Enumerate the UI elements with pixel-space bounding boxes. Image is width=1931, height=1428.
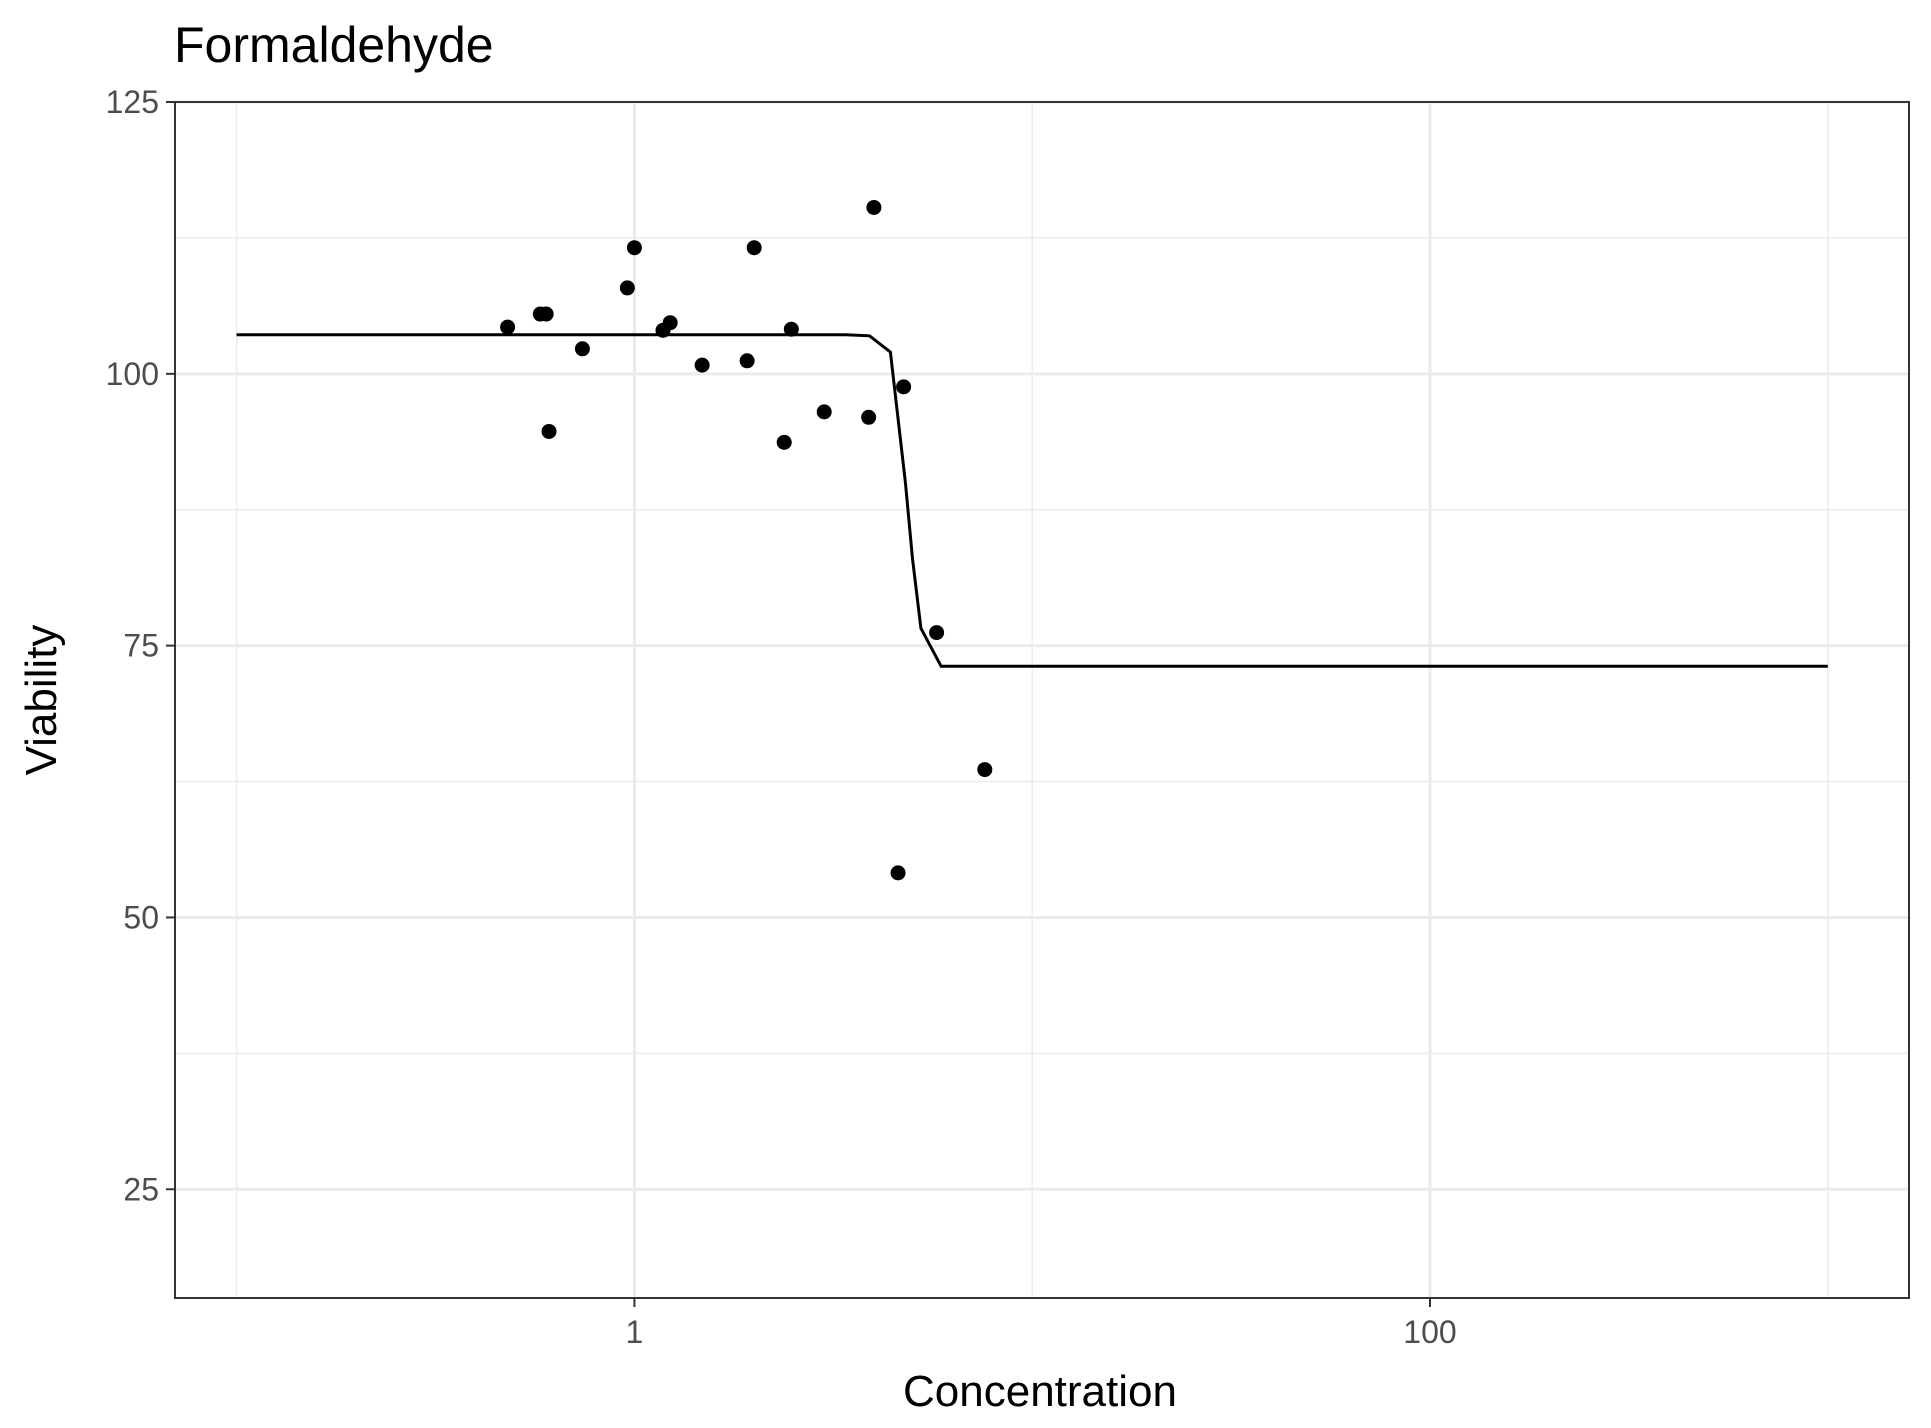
data-point — [500, 319, 516, 335]
y-tick-label: 50 — [123, 899, 159, 935]
x-axis-title: Concentration — [903, 1367, 1177, 1416]
fit-curve-layer — [236, 333, 1828, 668]
y-tick-label: 125 — [106, 84, 159, 120]
data-point — [739, 353, 755, 369]
panel-border — [174, 101, 1910, 1299]
data-point — [890, 865, 906, 881]
data-point — [866, 199, 882, 215]
y-tick-label: 25 — [123, 1171, 159, 1207]
points-layer — [500, 199, 993, 881]
data-point — [538, 306, 554, 322]
data-point — [776, 434, 792, 450]
data-point — [541, 423, 557, 439]
x-tick-label: 100 — [1403, 1314, 1456, 1350]
plot-panel — [174, 100, 1910, 1299]
data-point — [662, 315, 678, 331]
panel-background — [175, 102, 1909, 1298]
data-point — [626, 240, 642, 256]
data-point — [977, 762, 993, 778]
chart-title: Formaldehyde — [174, 17, 494, 73]
x-tick-label: 1 — [626, 1314, 644, 1350]
y-axis-title: Viability — [17, 625, 66, 776]
data-point — [861, 409, 877, 425]
data-point — [619, 280, 635, 296]
y-tick-label: 100 — [106, 356, 159, 392]
data-point — [896, 379, 912, 395]
data-point — [574, 341, 590, 357]
x-axis: 1 100 — [626, 1298, 1457, 1350]
y-tick-label: 75 — [123, 628, 159, 664]
data-point — [929, 625, 945, 641]
data-point — [816, 404, 832, 420]
data-point — [694, 357, 710, 373]
data-point — [783, 321, 799, 337]
fit-curve — [236, 333, 1828, 668]
y-axis: 25 50 75 100 125 — [106, 84, 175, 1207]
data-point — [746, 240, 762, 256]
